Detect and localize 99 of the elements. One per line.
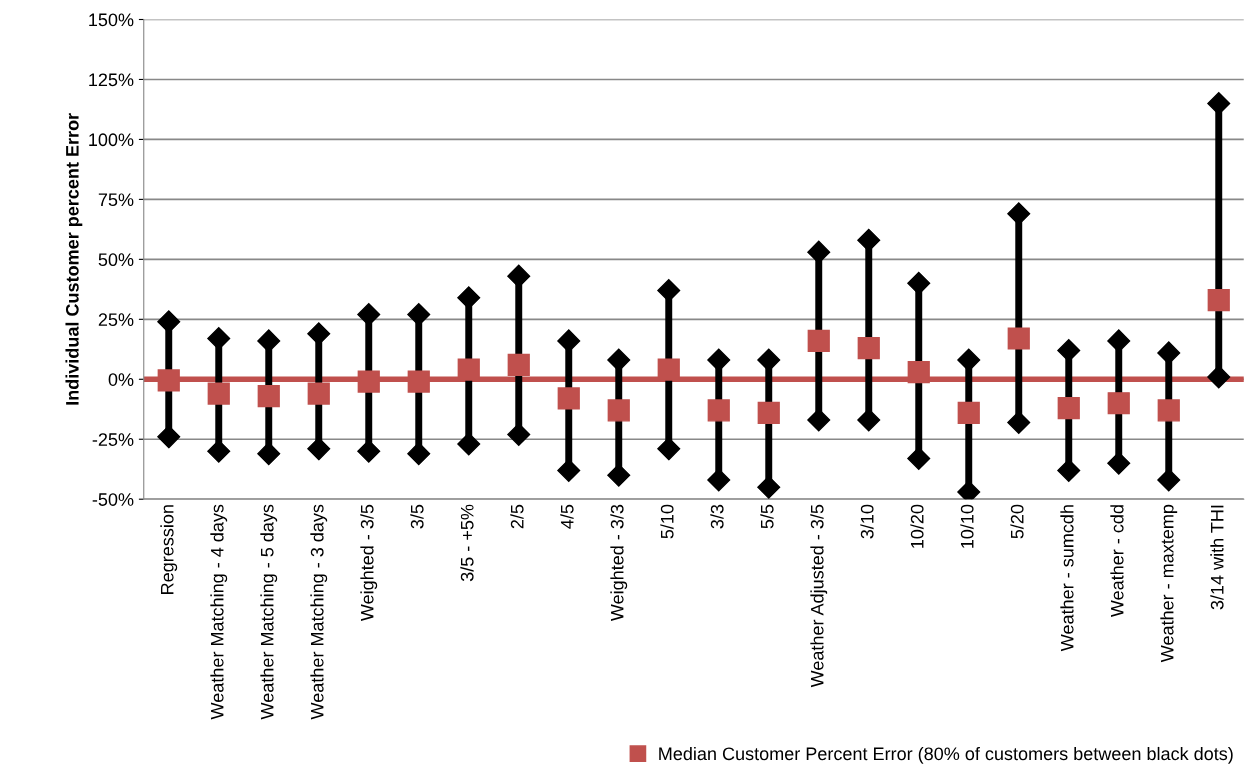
point <box>707 468 731 492</box>
y-tick-label: -50% <box>92 493 134 506</box>
x-tick-label: Regression <box>160 505 178 594</box>
x-tick-label: Weather Matching - 4 days <box>210 504 228 720</box>
y-tick-label: -25% <box>92 433 134 446</box>
point <box>1207 289 1230 312</box>
point <box>457 286 481 310</box>
point <box>157 369 180 392</box>
point <box>1107 329 1131 353</box>
x-tick-label: 2/5 <box>510 504 524 529</box>
x-tick-label: Weather Matching - 3 days <box>310 504 328 720</box>
point <box>557 458 581 482</box>
point <box>657 279 681 303</box>
x-tick-label: 3/5 <box>410 504 424 529</box>
point <box>307 322 331 346</box>
point <box>207 327 231 350</box>
point <box>1157 468 1181 492</box>
point <box>1007 202 1031 226</box>
point <box>607 348 631 372</box>
point <box>1057 396 1080 420</box>
point <box>607 399 630 422</box>
point <box>257 329 281 353</box>
x-tick-label: Weather - cdd <box>1110 505 1124 618</box>
y-tick-label: 50% <box>98 253 134 267</box>
x-tick-label: 5/20 <box>1010 504 1024 539</box>
point <box>857 228 881 252</box>
point <box>707 399 730 422</box>
point <box>1057 458 1081 482</box>
point <box>557 329 581 353</box>
point <box>807 329 830 353</box>
point <box>1107 451 1131 475</box>
point <box>407 303 431 327</box>
y-tick-label: 0% <box>108 373 134 386</box>
point <box>507 422 531 446</box>
x-tick-label: Weather Matching - 5 days <box>260 504 278 720</box>
point <box>1157 341 1181 365</box>
x-tick-label: Weighted - 3/5 <box>360 504 378 622</box>
point <box>357 370 380 393</box>
point <box>157 310 181 334</box>
x-tick-label: Weather - sumcdh <box>1060 505 1074 652</box>
point <box>757 348 781 372</box>
point <box>857 408 881 432</box>
point <box>607 463 631 487</box>
point <box>407 370 430 393</box>
point <box>357 439 381 463</box>
point <box>657 437 681 461</box>
point <box>207 382 230 405</box>
point <box>1157 399 1180 422</box>
point <box>307 437 331 461</box>
x-tick-label: 3/14 with THI <box>1210 505 1224 610</box>
point <box>207 439 231 463</box>
point <box>757 401 780 424</box>
point <box>1107 392 1130 415</box>
point <box>557 387 580 410</box>
point <box>457 432 481 456</box>
point <box>957 348 981 372</box>
point <box>507 264 531 288</box>
point <box>1007 410 1031 434</box>
x-tick-label: 3/3 <box>710 504 724 529</box>
point <box>657 358 680 381</box>
point <box>1057 338 1081 362</box>
y-tick-label: 75% <box>98 193 134 207</box>
point <box>807 240 831 264</box>
point <box>907 446 931 470</box>
y-axis-title: Individual Customer percent Error <box>65 113 83 405</box>
point <box>857 336 880 360</box>
point <box>1007 327 1030 350</box>
point <box>257 442 281 466</box>
x-tick-label: 5/10 <box>660 504 674 539</box>
point <box>757 475 781 499</box>
point <box>707 348 731 372</box>
x-tick-label: 3/5 - +5% <box>460 504 474 582</box>
point <box>257 384 280 408</box>
y-tick-label: 150% <box>89 13 134 27</box>
point <box>957 401 980 424</box>
y-tick-label: 125% <box>89 73 134 87</box>
point <box>507 353 530 376</box>
point <box>407 442 431 466</box>
point <box>807 408 831 432</box>
y-tick-label: 25% <box>98 313 134 327</box>
point <box>957 480 981 500</box>
point <box>307 382 330 405</box>
x-tick-label: Weather Adjusted - 3/5 <box>810 504 828 688</box>
point <box>907 360 930 384</box>
point <box>357 303 381 327</box>
x-tick-label: 10/20 <box>910 504 924 548</box>
y-tick-label: 100% <box>89 133 134 147</box>
legend-label: Median Customer Percent Error (80% of customers between black dots) <box>659 746 1233 764</box>
x-tick-label: Weather - maxtemp <box>1160 504 1178 663</box>
point <box>1207 365 1231 389</box>
x-tick-label: 5/5 <box>760 504 774 529</box>
x-tick-label: 4/5 <box>560 504 574 529</box>
point <box>157 425 181 449</box>
point <box>907 271 931 295</box>
x-tick-label: 10/10 <box>960 504 974 548</box>
x-tick-label: 3/10 <box>860 504 874 539</box>
x-tick-label: Weighted - 3/3 <box>610 504 628 622</box>
point <box>1207 91 1231 115</box>
point <box>457 358 480 381</box>
